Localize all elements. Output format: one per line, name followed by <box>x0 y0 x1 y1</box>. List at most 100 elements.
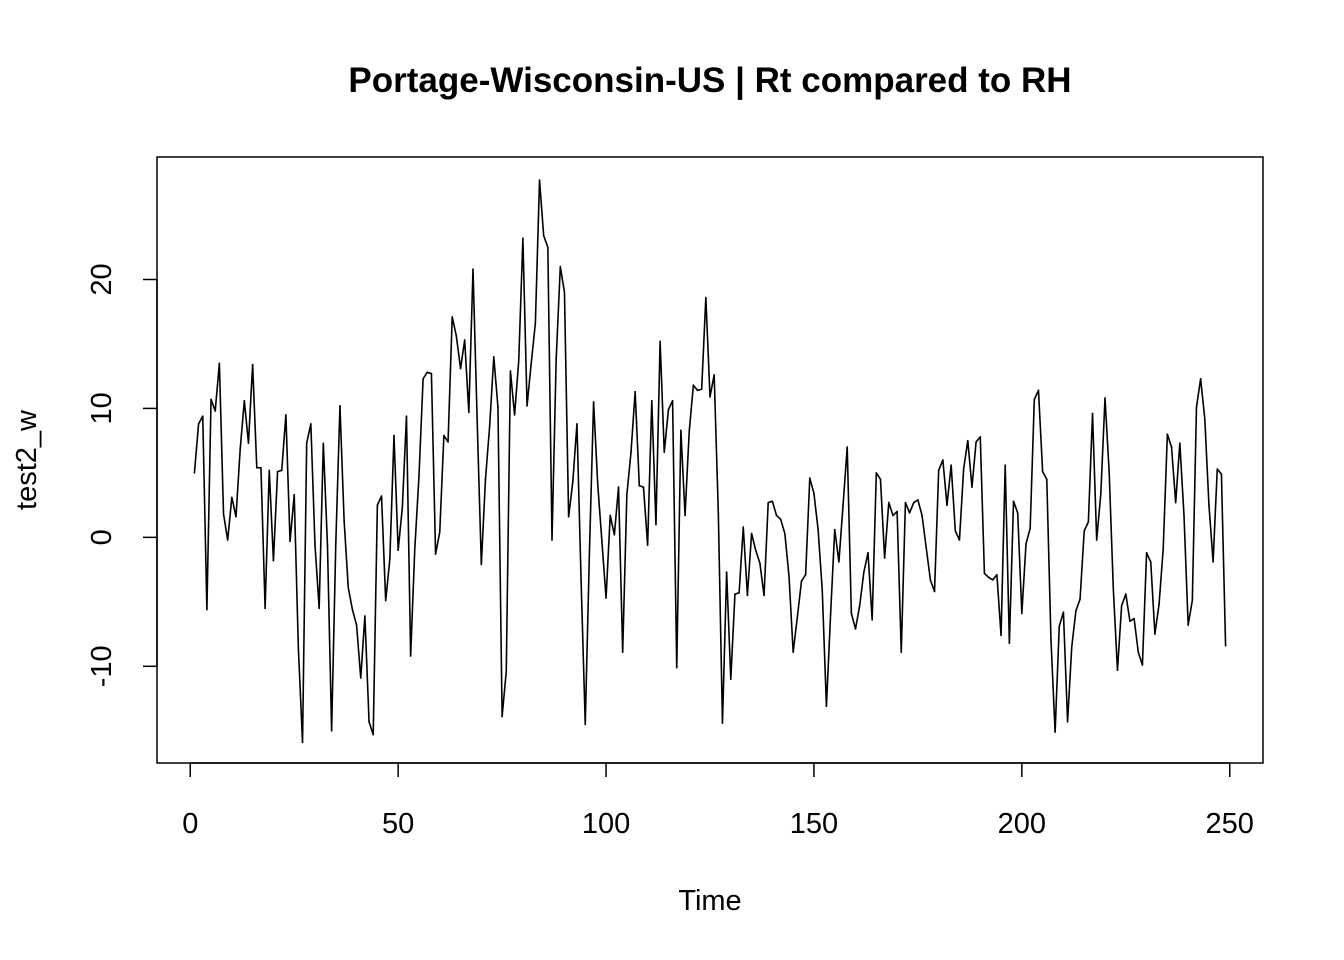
data-point <box>409 655 412 657</box>
data-point <box>592 401 595 403</box>
data-point <box>892 514 894 517</box>
data-point <box>867 552 869 554</box>
data-point <box>447 441 449 443</box>
data-point <box>559 265 562 268</box>
data-point <box>567 515 570 518</box>
data-point <box>255 466 258 469</box>
data-point <box>655 523 657 526</box>
data-point <box>804 573 807 576</box>
data-point <box>1079 598 1081 601</box>
data-point <box>796 616 799 619</box>
data-point <box>713 374 715 376</box>
y-tick-label: 0 <box>86 529 118 545</box>
data-point <box>854 628 857 630</box>
data-point <box>771 500 774 503</box>
data-point <box>1179 442 1181 445</box>
data-point <box>484 478 487 481</box>
data-point <box>684 514 686 517</box>
data-point <box>979 435 982 438</box>
data-point <box>239 448 241 451</box>
data-point <box>434 553 437 555</box>
data-point <box>272 559 275 562</box>
data-point <box>563 291 566 294</box>
data-point <box>1029 527 1031 530</box>
data-point <box>576 423 578 425</box>
series-line <box>193 179 1227 744</box>
data-point <box>1037 389 1040 392</box>
data-point <box>534 322 537 325</box>
data-point <box>646 544 649 546</box>
data-point <box>235 515 237 518</box>
data-point <box>384 599 387 602</box>
data-point <box>1083 530 1086 532</box>
data-point <box>451 316 454 318</box>
data-point <box>621 651 624 653</box>
data-point <box>1058 625 1061 628</box>
data-point <box>330 729 333 732</box>
data-point <box>1170 446 1173 448</box>
data-point <box>1075 610 1077 612</box>
y-axis: -10 0 10 20 <box>86 263 158 687</box>
data-point <box>871 619 873 621</box>
data-point <box>1050 638 1052 641</box>
series-points <box>193 179 1227 744</box>
x-tick-label: 100 <box>582 808 630 840</box>
data-point <box>289 540 291 543</box>
data-point <box>954 530 957 532</box>
data-point <box>459 367 462 370</box>
data-point <box>372 733 375 736</box>
data-point <box>746 594 749 597</box>
data-point <box>617 486 620 488</box>
data-point <box>883 557 886 559</box>
data-point <box>1012 500 1015 503</box>
data-point <box>210 398 212 401</box>
data-point <box>1045 478 1048 481</box>
data-point <box>463 339 466 341</box>
data-point <box>991 579 994 581</box>
data-point <box>455 335 458 338</box>
data-point <box>729 678 732 680</box>
data-point <box>759 562 761 564</box>
data-point <box>293 494 296 496</box>
x-tick-label: 200 <box>998 808 1046 840</box>
data-point <box>555 358 557 361</box>
data-point <box>1100 492 1102 495</box>
y-tick-label: -10 <box>86 645 118 687</box>
data-point <box>251 363 254 366</box>
data-point <box>314 544 316 546</box>
data-point <box>538 179 541 182</box>
data-point <box>700 388 703 390</box>
data-point <box>1208 504 1210 506</box>
data-point <box>996 573 998 576</box>
data-point <box>705 296 707 299</box>
data-point <box>1141 664 1144 666</box>
data-point <box>1025 543 1027 545</box>
y-tick-label: 10 <box>86 392 118 424</box>
data-point <box>904 501 907 504</box>
data-point <box>1166 433 1169 436</box>
data-point <box>900 651 903 653</box>
data-point <box>580 580 582 582</box>
data-point <box>750 532 753 535</box>
data-point <box>584 723 587 726</box>
data-point <box>1224 644 1227 647</box>
data-point <box>1174 501 1177 504</box>
data-point <box>725 571 728 573</box>
data-point <box>638 484 641 487</box>
data-point <box>285 414 287 416</box>
data-point <box>675 666 678 669</box>
data-point <box>937 469 940 472</box>
data-point <box>630 451 632 454</box>
data-point <box>405 415 408 417</box>
data-point <box>1008 642 1011 644</box>
data-point <box>1070 646 1073 648</box>
data-point <box>942 459 944 461</box>
data-point <box>1000 634 1002 637</box>
data-point <box>1154 633 1156 635</box>
data-point <box>609 514 612 517</box>
data-point <box>784 532 786 535</box>
data-point <box>206 608 208 611</box>
data-point <box>605 597 607 599</box>
data-point <box>671 399 674 402</box>
data-point <box>692 384 695 387</box>
